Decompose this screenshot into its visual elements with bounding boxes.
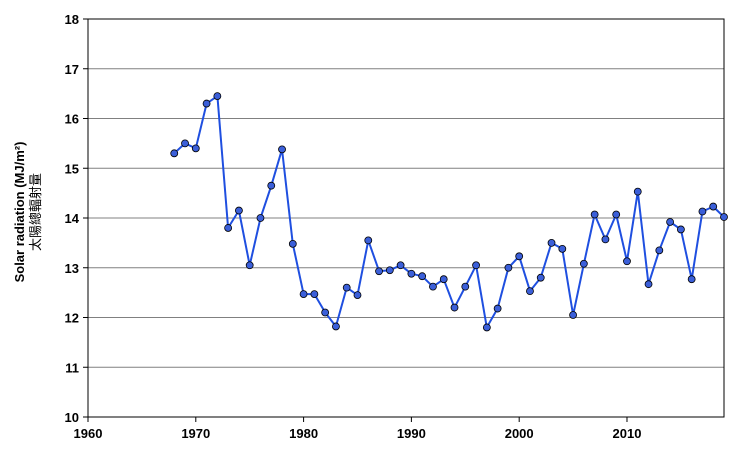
- y-tick-label: 17: [65, 62, 79, 77]
- y-tick-label: 18: [65, 12, 79, 27]
- data-point: [396, 261, 405, 270]
- y-tick-label: 13: [65, 261, 79, 276]
- y-tick-label: 15: [65, 161, 79, 176]
- y-tick-label: 14: [65, 211, 80, 226]
- data-point: [353, 291, 362, 300]
- data-point: [332, 322, 340, 331]
- data-point: [385, 266, 394, 275]
- data-point: [439, 275, 448, 284]
- x-tick-label: 2000: [505, 426, 534, 441]
- data-point: [558, 244, 567, 253]
- data-point: [256, 214, 265, 222]
- data-point: [536, 273, 545, 282]
- data-point: [364, 236, 373, 245]
- y-tick-label: 12: [65, 311, 79, 326]
- data-point: [547, 238, 556, 247]
- data-point: [493, 304, 502, 313]
- x-tick-label: 2010: [613, 426, 642, 441]
- y-tick-label: 16: [65, 112, 79, 127]
- data-point: [450, 303, 459, 312]
- data-point: [612, 210, 621, 219]
- x-tick-label: 1960: [74, 426, 103, 441]
- data-point: [482, 323, 491, 332]
- data-point: [278, 145, 286, 154]
- data-point: [267, 181, 276, 190]
- x-tick-label: 1970: [181, 426, 210, 441]
- data-point: [504, 263, 513, 272]
- data-point: [590, 210, 599, 219]
- data-point: [235, 206, 243, 215]
- data-point: [224, 224, 233, 232]
- data-point: [461, 282, 470, 291]
- data-point: [429, 282, 437, 291]
- y-axis-title: Solar radiation (MJ/m²) 太陽總輻射量: [12, 142, 44, 283]
- data-point: [202, 99, 211, 108]
- data-point: [472, 261, 480, 270]
- data-point: [407, 269, 416, 278]
- data-point: [633, 187, 642, 196]
- gridlines: [88, 68, 724, 368]
- data-point: [288, 239, 297, 248]
- data-point: [375, 267, 383, 276]
- data-point: [655, 246, 664, 255]
- data-point: [321, 308, 330, 317]
- data-point: [623, 257, 631, 266]
- y-axis-label-chinese: 太陽總輻射量: [28, 173, 44, 251]
- data-point: [569, 311, 577, 319]
- data-point: [579, 259, 588, 268]
- data-point: [709, 202, 718, 211]
- data-point: [687, 275, 696, 284]
- data-point: [526, 287, 534, 296]
- data-point: [191, 144, 200, 153]
- data-point: [676, 225, 685, 234]
- data-point: [418, 272, 427, 281]
- data-point: [342, 283, 351, 292]
- data-point: [181, 139, 189, 148]
- y-tick-label: 10: [65, 410, 79, 425]
- data-point: [299, 290, 308, 299]
- data-point: [213, 92, 222, 101]
- x-tick-label: 1990: [397, 426, 426, 441]
- data-point: [310, 290, 319, 299]
- data-point: [170, 149, 179, 158]
- series: [170, 92, 728, 332]
- y-tick-label: 11: [65, 360, 79, 375]
- y-axis-label: Solar radiation (MJ/m²): [12, 142, 27, 283]
- data-point: [644, 280, 653, 289]
- data-point: [666, 218, 675, 226]
- data-point: [720, 213, 728, 221]
- axes: 10 11 12 13 14 15 16 17 18 1960 1970 1980 1990 2000 20…: [65, 12, 725, 441]
- data-point: [698, 207, 707, 216]
- data-point: [245, 261, 254, 270]
- series-line: [173, 95, 725, 329]
- x-tick-label: 1980: [289, 426, 318, 441]
- data-point: [601, 235, 610, 244]
- data-point: [515, 252, 524, 261]
